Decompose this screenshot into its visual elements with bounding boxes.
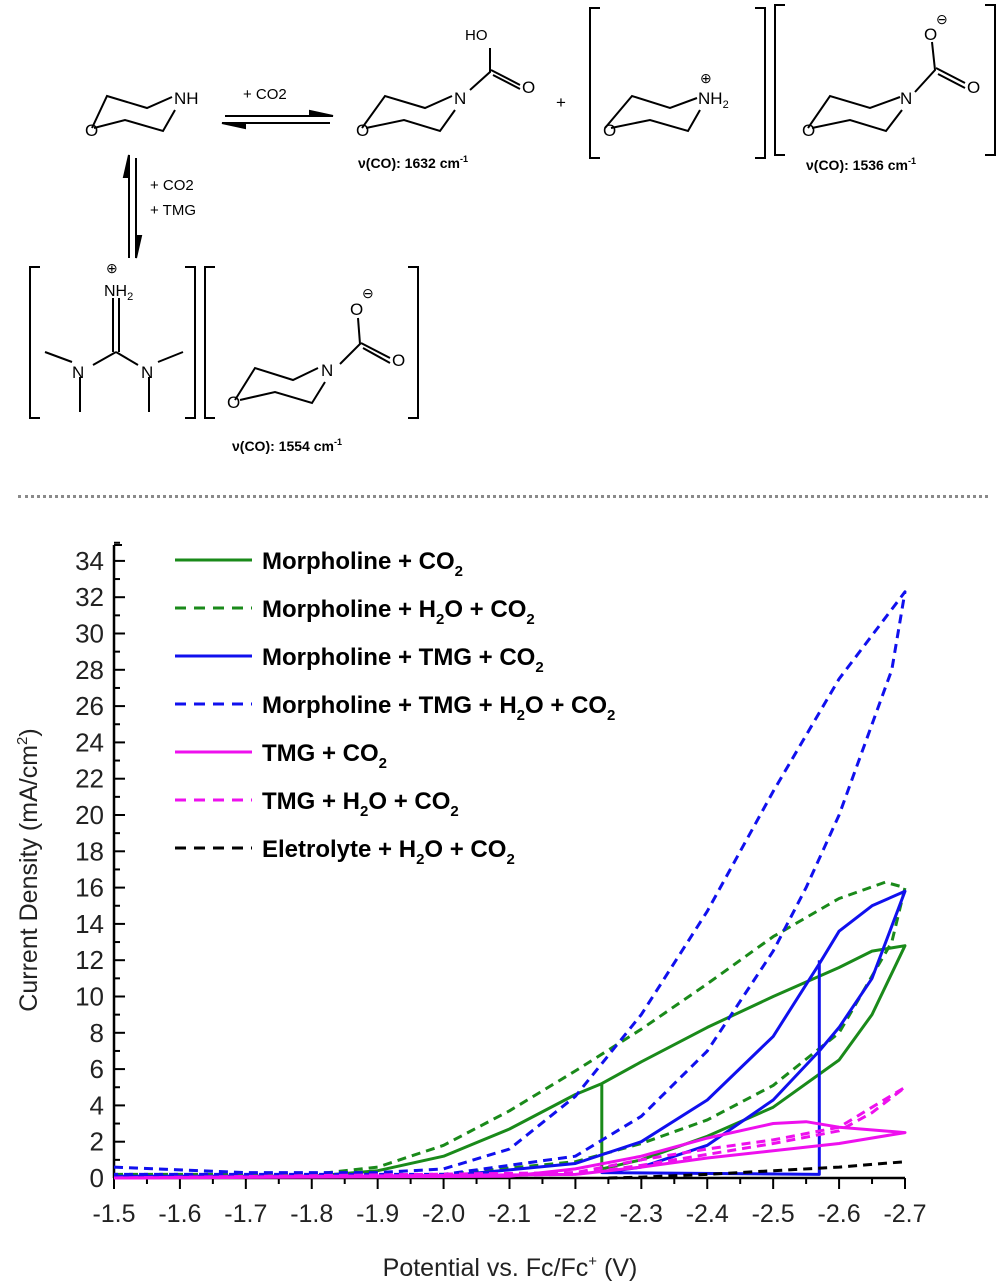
x-tick-label: -2.2 bbox=[554, 1200, 597, 1228]
o-label: O bbox=[967, 78, 980, 97]
equilibrium-arrow-vertical bbox=[122, 154, 143, 259]
n-label: N bbox=[454, 89, 466, 108]
x-tick-label: -2.4 bbox=[686, 1200, 729, 1228]
ammonium-structure bbox=[589, 7, 766, 159]
x-tick-label: -2.5 bbox=[752, 1200, 795, 1228]
nh2-label: NH2 bbox=[698, 89, 729, 111]
legend-label: Eletrolyte + H2O + CO2 bbox=[262, 836, 515, 868]
x-axis-label: Potential vs. Fc/Fc+ (V) bbox=[383, 1253, 638, 1282]
y-tick-label: 2 bbox=[90, 1127, 104, 1157]
nh-label: NH bbox=[174, 89, 199, 108]
y-tick-label: 10 bbox=[75, 982, 104, 1012]
n-label: N bbox=[72, 363, 84, 382]
series-layer bbox=[113, 590, 907, 1180]
n-label: N bbox=[321, 361, 333, 380]
chart-legend: Morpholine + CO2 Morpholine + H2O + CO2 Mo… bbox=[175, 548, 615, 868]
reaction-scheme: O NH + CO2 O N HO O ν(CO): 1632 cm-1 + O… bbox=[29, 4, 996, 454]
series-line-3 bbox=[113, 590, 907, 1176]
y-tick-label: 24 bbox=[75, 727, 104, 757]
x-tick-label: -2.7 bbox=[883, 1200, 926, 1228]
y-tick-label: 28 bbox=[75, 655, 104, 685]
y-tick-label: 16 bbox=[75, 873, 104, 903]
arrow-label-co2: + CO2 bbox=[243, 86, 287, 103]
ir-label-1632: ν(CO): 1632 cm-1 bbox=[358, 154, 468, 171]
ring-oxygen: O bbox=[802, 121, 815, 140]
series-line-5 bbox=[113, 1085, 907, 1180]
y-tick-label: 4 bbox=[90, 1090, 104, 1120]
section-divider bbox=[18, 495, 988, 498]
x-tick-label: -1.5 bbox=[92, 1200, 135, 1228]
y-tick-label: 32 bbox=[75, 582, 104, 612]
y-tick-label: 26 bbox=[75, 691, 104, 721]
y-tick-label: 18 bbox=[75, 836, 104, 866]
x-tick-label: -2.6 bbox=[818, 1200, 861, 1228]
carbamate-top-structure bbox=[774, 4, 996, 156]
x-tick-label: -1.6 bbox=[158, 1200, 201, 1228]
ring-oxygen: O bbox=[356, 121, 369, 140]
x-tick-label: -2.0 bbox=[422, 1200, 465, 1228]
y-tick-label: 34 bbox=[75, 546, 104, 576]
plus-sign: + bbox=[556, 93, 566, 112]
x-axis: -1.5 -1.6 -1.7 -1.8 -1.9 -2.0 -2.1 -2.2 -2.3 -2.4… bbox=[92, 1176, 927, 1228]
legend-label: Morpholine + H2O + CO2 bbox=[262, 596, 535, 628]
o-minus-label: O bbox=[924, 25, 937, 44]
series-line-4 bbox=[113, 1120, 907, 1180]
legend-label: Morpholine + TMG + CO2 bbox=[262, 644, 544, 676]
n-label: N bbox=[900, 89, 912, 108]
arrow-label-co2-side: + CO2 bbox=[150, 177, 194, 194]
arrow-label-tmg-side: + TMG bbox=[150, 202, 196, 219]
y-tick-label: 6 bbox=[90, 1054, 104, 1084]
ring-oxygen: O bbox=[227, 393, 240, 412]
x-tick-label: -1.8 bbox=[290, 1200, 333, 1228]
negative-charge-icon: ⊖ bbox=[362, 285, 374, 301]
y-tick-label: 30 bbox=[75, 619, 104, 649]
legend-label: Morpholine + TMG + H2O + CO2 bbox=[262, 692, 615, 724]
y-axis-label: Current Density (mA/cm2) bbox=[14, 728, 43, 1011]
ir-label-1554: ν(CO): 1554 cm-1 bbox=[232, 437, 342, 454]
series-line-0 bbox=[114, 944, 907, 1178]
guanidinium-structure bbox=[29, 266, 196, 419]
x-tick-label: -1.7 bbox=[224, 1200, 267, 1228]
y-tick-label: 0 bbox=[90, 1163, 104, 1193]
o-minus-label: O bbox=[350, 300, 363, 319]
series-line-1 bbox=[113, 880, 907, 1178]
series-line-2 bbox=[114, 889, 907, 1178]
y-tick-label: 20 bbox=[75, 800, 104, 830]
morpholine-structure bbox=[91, 94, 176, 133]
legend-label: TMG + H2O + CO2 bbox=[262, 788, 459, 820]
carbamate-bottom-structure bbox=[204, 266, 419, 419]
series-line-6 bbox=[608, 1160, 906, 1180]
negative-charge-icon: ⊖ bbox=[936, 11, 948, 27]
legend-label: Morpholine + CO2 bbox=[262, 548, 463, 580]
x-tick-label: -1.9 bbox=[356, 1200, 399, 1228]
y-tick-label: 8 bbox=[90, 1018, 104, 1048]
positive-charge-icon: ⊕ bbox=[700, 70, 712, 86]
y-tick-label: 12 bbox=[75, 945, 104, 975]
ring-oxygen: O bbox=[85, 121, 98, 140]
legend-label: TMG + CO2 bbox=[262, 740, 387, 772]
ring-oxygen: O bbox=[603, 121, 616, 140]
o-label: O bbox=[522, 78, 535, 97]
x-tick-label: -2.1 bbox=[488, 1200, 531, 1228]
ir-label-1536: ν(CO): 1536 cm-1 bbox=[806, 156, 916, 173]
nh2-label: NH2 bbox=[104, 283, 133, 303]
n-label: N bbox=[141, 363, 153, 382]
carbamic-acid-structure bbox=[361, 48, 521, 133]
o-label: O bbox=[392, 351, 405, 370]
x-tick-label: -2.3 bbox=[620, 1200, 663, 1228]
ho-label: HO bbox=[465, 27, 488, 44]
equilibrium-arrow-horizontal bbox=[221, 109, 334, 130]
positive-charge-icon: ⊕ bbox=[106, 260, 118, 276]
y-tick-label: 22 bbox=[75, 764, 104, 794]
y-tick-label: 14 bbox=[75, 909, 104, 939]
